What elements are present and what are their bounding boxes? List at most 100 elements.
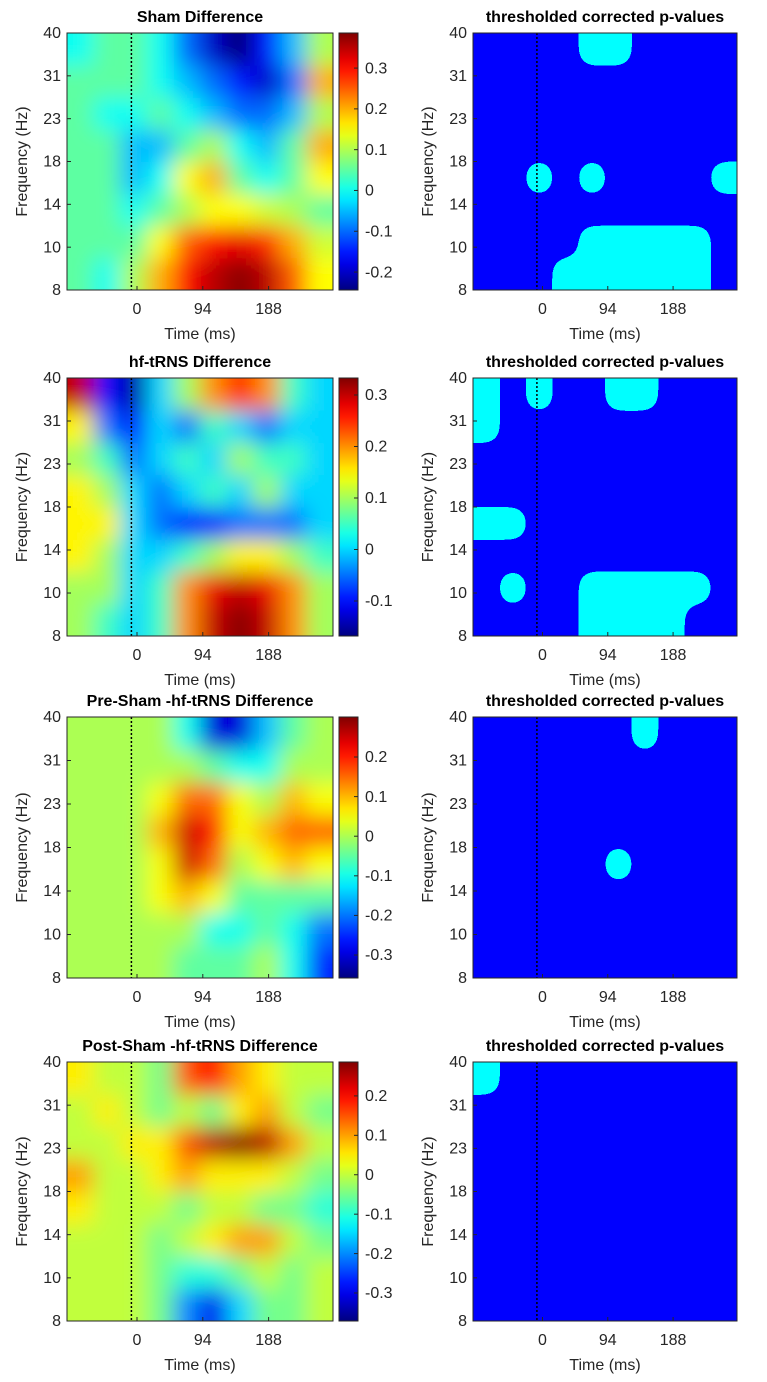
- sig-cell: [499, 410, 526, 443]
- sig-cell: [684, 257, 712, 290]
- sig-cell: [605, 129, 632, 162]
- sig-cell: [552, 507, 579, 540]
- heat-cell: [279, 1159, 307, 1193]
- sig-cell: [552, 1127, 579, 1160]
- heat-cell: [253, 749, 281, 783]
- colorbar-tick-label: 0.1: [365, 789, 387, 806]
- heat-cell: [226, 1191, 254, 1225]
- heat-cell: [146, 847, 174, 881]
- heat-cell: [173, 65, 201, 98]
- heat-cell: [93, 782, 121, 816]
- x-tick-label: 0: [538, 989, 547, 1006]
- y-tick-label: 14: [43, 1227, 61, 1244]
- sig-cell: [658, 1159, 685, 1192]
- heat-cell: [279, 33, 307, 66]
- heat-cell: [93, 603, 121, 636]
- x-axis-label: Time (ms): [164, 672, 235, 689]
- heat-cell: [226, 571, 254, 605]
- sig-cell: [684, 443, 711, 476]
- sig-cell: [552, 571, 579, 604]
- sig-cell: [579, 1127, 606, 1160]
- sig-cell: [711, 1192, 767, 1225]
- sig-cell: [684, 225, 712, 259]
- sig-cell: [526, 677, 553, 750]
- y-axis-label: Frequency (Hz): [14, 792, 31, 902]
- y-axis-label: Frequency (Hz): [14, 106, 31, 216]
- x-tick-label: 188: [255, 1332, 282, 1349]
- sig-cell: [552, 880, 579, 913]
- x-axis-label: Time (ms): [569, 326, 640, 343]
- heat-cell: [146, 1062, 174, 1095]
- x-tick-label: 0: [538, 647, 547, 664]
- heat-cell: [253, 410, 281, 444]
- sig-cell: [658, 1094, 685, 1127]
- sig-cell: [711, 750, 767, 783]
- heat-cell: [200, 1126, 228, 1160]
- heat-cell: [279, 378, 307, 411]
- sig-cell: [579, 945, 606, 1018]
- sig-cell: [631, 880, 658, 913]
- heat-cell: [253, 257, 281, 290]
- y-tick-label: 31: [43, 1097, 61, 1114]
- background: [473, 717, 737, 978]
- sig-cell: [605, 1127, 632, 1160]
- heat-cell: [120, 571, 148, 605]
- heat-cell: [306, 161, 333, 195]
- sig-cell: [631, 1159, 658, 1192]
- heat-cell: [146, 1126, 174, 1160]
- sig-cell: [526, 1094, 553, 1127]
- sig-cell: [552, 1289, 579, 1362]
- sig-cell: [526, 880, 553, 913]
- heat-cell: [93, 33, 121, 66]
- sig-cell: [526, 604, 553, 677]
- sig-cell: [579, 507, 606, 540]
- x-tick-label: 0: [133, 989, 142, 1006]
- heat-cell: [226, 33, 254, 66]
- x-tick-label: 0: [538, 301, 547, 318]
- y-tick-label: 8: [458, 1313, 467, 1330]
- title: thresholded corrected p-values: [486, 9, 724, 26]
- y-tick-label: 23: [43, 796, 61, 813]
- sig-cell: [684, 65, 711, 98]
- heat-cell: [279, 717, 307, 751]
- heat-cell: [200, 749, 228, 783]
- sig-cell: [578, 603, 606, 636]
- sig-cell: [526, 815, 553, 848]
- colorbar-tick-label: -0.1: [365, 1206, 393, 1223]
- heat-cell: [200, 225, 228, 259]
- heat-cell: [226, 507, 254, 540]
- sig-cell: [578, 571, 606, 605]
- heat-cell: [226, 717, 254, 751]
- heat-cell: [226, 225, 254, 259]
- y-tick-label: 18: [43, 154, 61, 171]
- heat-cell: [173, 539, 201, 572]
- colorbar-tick-label: 0.2: [365, 749, 387, 766]
- sig-cell: [499, 604, 526, 677]
- heat-cell: [253, 1159, 281, 1193]
- heat-cell: [93, 1159, 121, 1193]
- sig-cell: [658, 750, 685, 783]
- heat-cell: [279, 257, 307, 290]
- heat-cell: [67, 442, 95, 476]
- heat-cell: [173, 507, 201, 540]
- sig-cell: [499, 880, 526, 913]
- sig-cell: [711, 782, 767, 815]
- sig-cell: [684, 475, 711, 508]
- colorbar-tick-label: 0.1: [365, 1128, 387, 1145]
- sig-cell: [526, 1159, 553, 1192]
- heat-cell: [67, 474, 95, 508]
- sig-cell: [658, 539, 685, 572]
- sig-cell: [579, 913, 606, 946]
- heat-cell: [306, 1126, 333, 1160]
- heat-cell: [306, 1159, 333, 1193]
- sig-cell: [631, 1127, 658, 1160]
- heatmap: [67, 717, 333, 978]
- heat-cell: [67, 1288, 95, 1321]
- heat-cell: [120, 539, 148, 572]
- sig-cell: [605, 1159, 632, 1192]
- heat-cell: [200, 912, 228, 946]
- sig-cell: [579, 65, 606, 98]
- heat-cell: [146, 507, 174, 540]
- sig-cell: [526, 129, 553, 162]
